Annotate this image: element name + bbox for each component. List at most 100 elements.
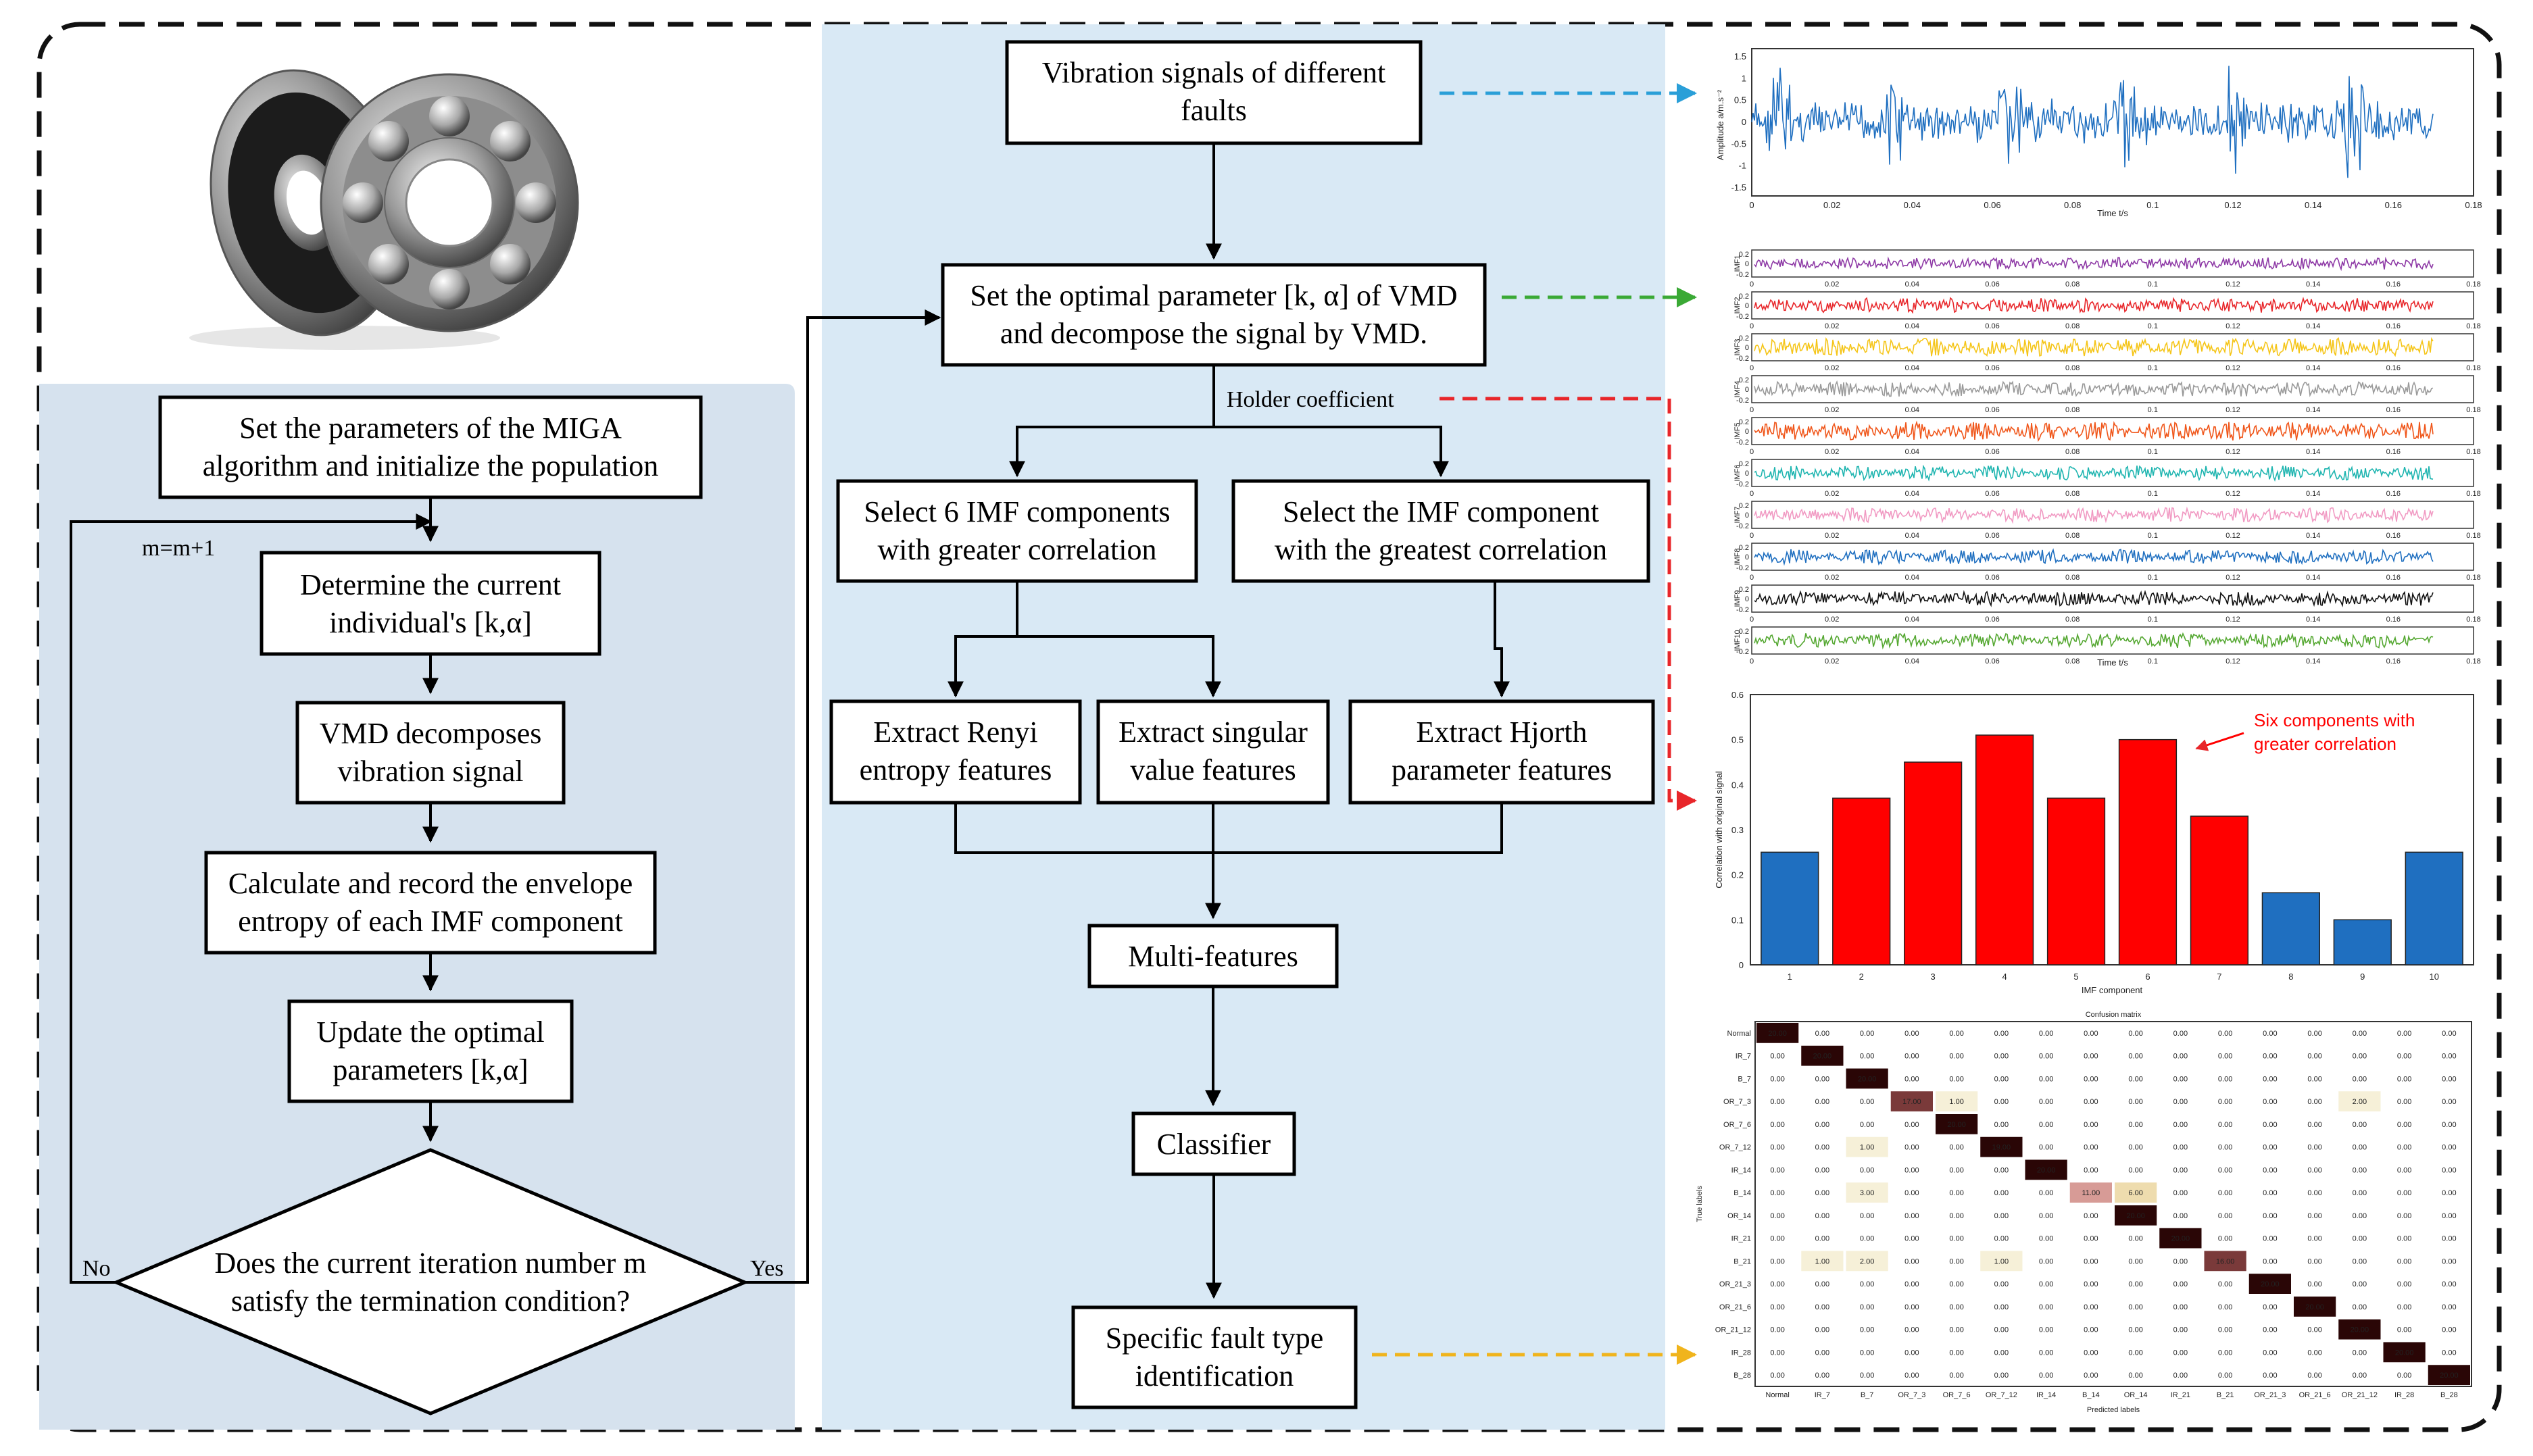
cm-cell bbox=[2115, 1182, 2157, 1203]
cm-value: 0.00 bbox=[1860, 1121, 1874, 1129]
cm-value: 20.00 bbox=[2037, 1166, 2056, 1174]
imf-xtick: 0.18 bbox=[2466, 574, 2480, 582]
cm-value: 0.00 bbox=[1860, 1098, 1874, 1106]
signal-ytick: -1 bbox=[1738, 161, 1746, 171]
cm-cell bbox=[1801, 1045, 1844, 1066]
cm-value: 0.00 bbox=[2263, 1303, 2277, 1311]
cm-value: 0.00 bbox=[2263, 1121, 2277, 1129]
decision-line1: Does the current iteration number m bbox=[214, 1247, 646, 1280]
cm-value: 0.00 bbox=[1860, 1372, 1874, 1380]
cm-xlabel: OR_7_3 bbox=[1898, 1391, 1925, 1399]
cm-value: 0.00 bbox=[2307, 1326, 2321, 1334]
arrow-to-hjorth bbox=[1494, 581, 1510, 698]
imf-xtick: 0.14 bbox=[2306, 532, 2320, 540]
cm-value: 0.00 bbox=[2039, 1303, 2053, 1311]
imf-label: IMF9 bbox=[1733, 590, 1742, 607]
cm-value: 0.00 bbox=[1904, 1212, 1919, 1220]
bar-xtick: 4 bbox=[2002, 972, 2007, 982]
select6-box: Select 6 IMF components with greater cor… bbox=[836, 479, 1198, 583]
cm-value: 0.00 bbox=[1994, 1280, 2009, 1288]
cm-value: 0.00 bbox=[1994, 1166, 2009, 1174]
signal-xtick: 0.16 bbox=[2385, 200, 2402, 210]
cm-value: 0.00 bbox=[1860, 1212, 1874, 1220]
cm-cell bbox=[2115, 1205, 2157, 1226]
cm-xlabel: OR_21_6 bbox=[2299, 1391, 2331, 1399]
cm-value: 0.00 bbox=[1815, 1326, 1829, 1334]
bearing-illustration bbox=[189, 69, 579, 350]
imf-xtick: 0.1 bbox=[2148, 532, 2158, 540]
bar-imf-9 bbox=[2333, 919, 2392, 965]
imf-waveform bbox=[1754, 632, 2434, 650]
cm-value: 0.00 bbox=[1949, 1326, 1963, 1334]
cm-value: 0.00 bbox=[2397, 1303, 2411, 1311]
determine-line2: individual's [k,α] bbox=[329, 606, 532, 639]
cm-value: 0.00 bbox=[2442, 1326, 2456, 1334]
cm-value: 0.00 bbox=[1904, 1053, 1919, 1061]
imf-ytick: 0 bbox=[1745, 260, 1749, 268]
imf-ytick: 0.2 bbox=[1739, 544, 1749, 552]
imf-ytick: 0 bbox=[1745, 595, 1749, 603]
imf-xtick: 0.14 bbox=[2306, 448, 2320, 456]
imf-xtick: 0.02 bbox=[1825, 657, 1839, 666]
cm-value: 0.00 bbox=[2218, 1144, 2232, 1152]
imf-xtick: 0.12 bbox=[2225, 490, 2240, 498]
cm-value: 0.00 bbox=[2173, 1121, 2188, 1129]
cm-xlabel: OR_7_6 bbox=[1943, 1391, 1971, 1399]
imf-ytick: 0 bbox=[1745, 344, 1749, 352]
bar-annotation-line2: greater correlation bbox=[2254, 734, 2396, 754]
cm-value: 0.00 bbox=[2039, 1189, 2053, 1197]
cm-value: 0.00 bbox=[1949, 1075, 1963, 1083]
cm-value: 1.00 bbox=[1994, 1257, 2009, 1265]
cm-value: 2.00 bbox=[2353, 1098, 2367, 1106]
cm-value: 0.00 bbox=[2307, 1372, 2321, 1380]
cm-cell bbox=[1846, 1136, 1888, 1157]
imf-label: IMF8 bbox=[1733, 548, 1742, 565]
imf-ytick: -0.2 bbox=[1736, 648, 1749, 656]
cm-value: 0.00 bbox=[1949, 1235, 1963, 1243]
cm-value: 0.00 bbox=[2442, 1235, 2456, 1243]
cm-value: 0.00 bbox=[2307, 1349, 2321, 1357]
cm-value: 0.00 bbox=[1815, 1075, 1829, 1083]
loop-label: m=m+1 bbox=[142, 536, 215, 561]
bar-ytick: 0.4 bbox=[1731, 780, 1744, 790]
imf-xtick: 0.04 bbox=[1905, 490, 1919, 498]
cm-value: 0.00 bbox=[2397, 1257, 2411, 1265]
signal-xtick: 0.1 bbox=[2146, 200, 2159, 210]
cm-value: 0.00 bbox=[2039, 1212, 2053, 1220]
imf-label: IMF4 bbox=[1733, 380, 1742, 397]
imf-xtick: 0.14 bbox=[2306, 574, 2320, 582]
imf-xtick: 0.08 bbox=[2065, 532, 2080, 540]
cm-value: 20.00 bbox=[2126, 1212, 2145, 1220]
cm-ylabel: Normal bbox=[1727, 1030, 1751, 1038]
bar-imf-5 bbox=[2046, 797, 2106, 965]
no-label: No bbox=[82, 1256, 111, 1281]
bar-xtick: 5 bbox=[2073, 972, 2078, 982]
imf-ytick: -0.2 bbox=[1736, 564, 1749, 572]
cm-value: 0.00 bbox=[1770, 1098, 1784, 1106]
cm-value: 0.00 bbox=[1904, 1235, 1919, 1243]
cm-value: 11.00 bbox=[2082, 1189, 2100, 1197]
imf-xtick: 0.06 bbox=[1985, 574, 1999, 582]
cm-value: 0.00 bbox=[1770, 1257, 1784, 1265]
imf-label: IMF10 bbox=[1733, 630, 1742, 651]
signals-line1: Vibration signals of different bbox=[1042, 56, 1386, 89]
cm-value: 0.00 bbox=[2128, 1326, 2142, 1334]
optimal-line2: and decompose the signal by VMD. bbox=[1000, 317, 1427, 350]
cm-xlabel: OR_21_12 bbox=[2342, 1391, 2378, 1399]
cm-cell bbox=[2383, 1342, 2426, 1363]
cm-value: 0.00 bbox=[2397, 1372, 2411, 1380]
imf-xtick: 0.12 bbox=[2225, 657, 2240, 666]
imf-xtick: 0 bbox=[1750, 448, 1754, 456]
bar-ytick: 0.1 bbox=[1731, 915, 1744, 925]
cm-value: 0.00 bbox=[2173, 1098, 2188, 1106]
cm-value: 0.00 bbox=[1994, 1030, 2009, 1038]
cm-value: 0.00 bbox=[2442, 1257, 2456, 1265]
cm-value: 0.00 bbox=[1904, 1280, 1919, 1288]
cm-value: 0.00 bbox=[2128, 1166, 2142, 1174]
correlation-bar-chart: 0 0.1 0.2 0.3 0.4 0.5 0.6 1 2 3 4 5 6 7 8 9 10 Correlat… bbox=[1714, 690, 2474, 995]
imf-ytick: 0 bbox=[1745, 302, 1749, 310]
imf-xtick: 0.18 bbox=[2466, 490, 2480, 498]
imf-label: IMF7 bbox=[1733, 506, 1742, 523]
imf-ytick: 0.2 bbox=[1739, 418, 1749, 426]
cm-value: 0.00 bbox=[1904, 1326, 1919, 1334]
